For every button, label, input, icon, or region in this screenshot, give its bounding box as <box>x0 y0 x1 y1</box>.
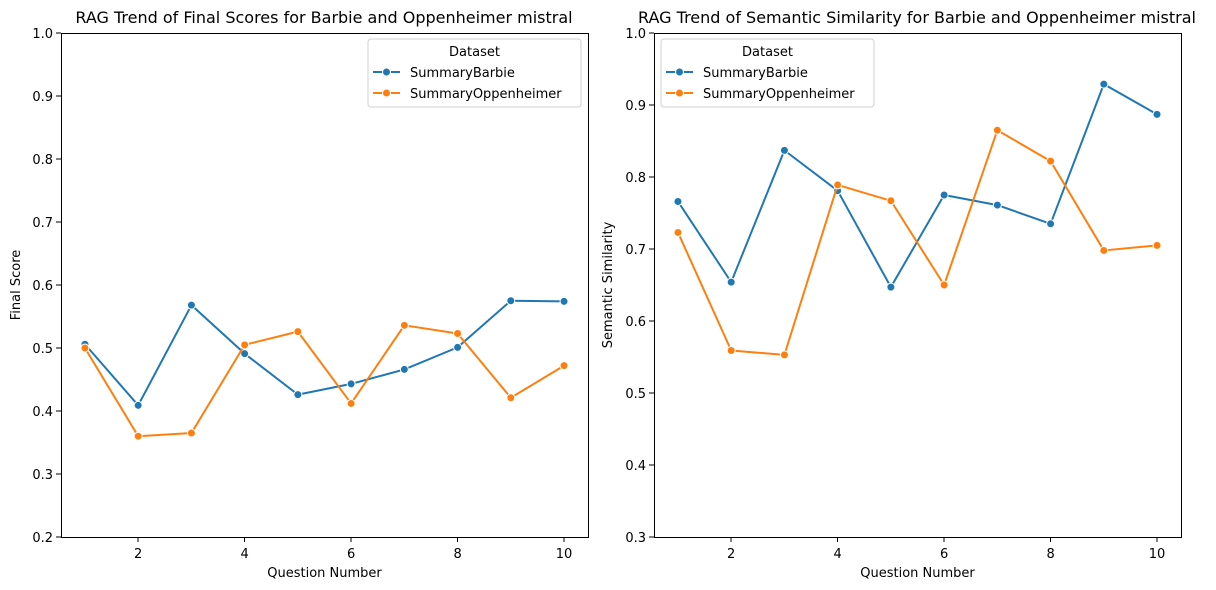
y-tick-label: 0.6 <box>32 279 53 294</box>
legend-marker-summaryoppenheimer <box>382 88 391 98</box>
legend-marker-summarybarbie <box>382 67 391 77</box>
x-tick-label: 6 <box>940 547 948 562</box>
y-tick-label: 0.3 <box>625 531 646 546</box>
legend-entry-summarybarbie: SummaryBarbie <box>703 66 808 81</box>
data-point-summarybarbie-5 <box>886 282 896 292</box>
plot-frame <box>654 33 1182 538</box>
y-tick-label: 0.6 <box>625 315 646 330</box>
x-tick-label: 6 <box>347 547 355 562</box>
series-line-summaryoppenheimer <box>677 129 1158 356</box>
y-tick-label: 0.7 <box>32 216 53 231</box>
data-point-summaryoppenheimer-9 <box>506 393 516 403</box>
data-point-summaryoppenheimer-4 <box>240 340 250 350</box>
data-point-summaryoppenheimer-3 <box>186 428 196 438</box>
x-tick-label: 8 <box>453 547 461 562</box>
x-tick-label: 2 <box>727 547 735 562</box>
data-point-summaryoppenheimer-8 <box>1046 156 1056 166</box>
legend-box <box>367 38 582 108</box>
data-point-summaryoppenheimer-8 <box>453 329 463 339</box>
data-point-summaryoppenheimer-4 <box>833 180 843 190</box>
final-score-chart: RAG Trend of Final Scores for Barbie and… <box>9 8 589 581</box>
y-axis-label: Semantic Similarity <box>601 221 616 348</box>
legend-title: Dataset <box>742 45 793 60</box>
data-point-summarybarbie-9 <box>506 296 516 306</box>
data-point-summarybarbie-7 <box>399 364 409 374</box>
semantic-similarity-chart: RAG Trend of Semantic Similarity for Bar… <box>601 8 1196 581</box>
data-point-summarybarbie-8 <box>1046 219 1056 229</box>
x-tick-label: 2 <box>134 547 142 562</box>
legend-marker-summarybarbie <box>675 67 684 77</box>
y-tick-label: 0.7 <box>625 243 646 258</box>
data-point-summaryoppenheimer-9 <box>1099 245 1109 255</box>
data-point-summarybarbie-7 <box>992 200 1002 210</box>
x-axis-label: Question Number <box>267 566 382 581</box>
data-point-summaryoppenheimer-7 <box>992 125 1002 135</box>
y-tick-label: 1.0 <box>625 27 646 42</box>
data-point-summarybarbie-2 <box>726 277 736 287</box>
data-point-summarybarbie-6 <box>346 379 356 389</box>
y-tick-label: 0.9 <box>625 99 646 114</box>
y-tick-label: 0.9 <box>32 90 53 105</box>
data-point-summarybarbie-10 <box>559 296 569 306</box>
data-point-summaryoppenheimer-6 <box>346 398 356 408</box>
y-tick-label: 0.8 <box>625 171 646 186</box>
data-point-summaryoppenheimer-3 <box>779 350 789 360</box>
x-tick-label: 10 <box>556 547 573 562</box>
chart-title: RAG Trend of Final Scores for Barbie and… <box>75 8 572 27</box>
y-tick-label: 0.8 <box>32 153 53 168</box>
data-point-summaryoppenheimer-1 <box>80 343 90 353</box>
data-point-summarybarbie-2 <box>133 400 143 410</box>
data-point-summaryoppenheimer-10 <box>559 361 569 371</box>
data-point-summarybarbie-1 <box>673 196 683 206</box>
data-point-summaryoppenheimer-2 <box>133 431 143 441</box>
legend-box <box>660 38 875 108</box>
y-axis-label: Final Score <box>9 250 24 321</box>
data-point-summarybarbie-3 <box>779 145 789 155</box>
chart-title: RAG Trend of Semantic Similarity for Bar… <box>638 8 1196 27</box>
x-tick-label: 4 <box>834 547 842 562</box>
data-point-summaryoppenheimer-5 <box>886 196 896 206</box>
y-tick-label: 0.2 <box>32 531 53 546</box>
data-point-summarybarbie-5 <box>293 390 303 400</box>
series-line-summarybarbie <box>677 83 1158 289</box>
x-axis-label: Question Number <box>860 566 975 581</box>
data-point-summarybarbie-4 <box>240 349 250 359</box>
data-point-summarybarbie-10 <box>1152 109 1162 119</box>
data-point-summaryoppenheimer-7 <box>399 320 409 330</box>
data-point-summaryoppenheimer-2 <box>726 346 736 356</box>
y-tick-label: 0.4 <box>625 459 646 474</box>
x-tick-label: 8 <box>1046 547 1054 562</box>
plot-frame <box>61 33 589 538</box>
data-point-summaryoppenheimer-1 <box>673 227 683 237</box>
legend-entry-summaryoppenheimer: SummaryOppenheimer <box>410 87 562 102</box>
series-line-summarybarbie <box>84 299 565 407</box>
data-point-summarybarbie-8 <box>453 342 463 352</box>
legend: Dataset SummaryBarbie SummaryOppenheimer <box>660 38 875 108</box>
data-point-summaryoppenheimer-10 <box>1152 240 1162 250</box>
data-point-summarybarbie-3 <box>186 300 196 310</box>
y-tick-label: 0.3 <box>32 468 53 483</box>
data-point-summaryoppenheimer-6 <box>939 280 949 290</box>
legend-entry-summarybarbie: SummaryBarbie <box>410 66 515 81</box>
data-point-summarybarbie-6 <box>939 190 949 200</box>
x-tick-label: 10 <box>1149 547 1166 562</box>
y-tick-label: 0.4 <box>32 405 53 420</box>
series-line-summaryoppenheimer <box>84 324 565 438</box>
legend-marker-summaryoppenheimer <box>675 88 684 98</box>
y-tick-label: 0.5 <box>625 387 646 402</box>
legend: Dataset SummaryBarbie SummaryOppenheimer <box>367 38 582 108</box>
legend-entry-summaryoppenheimer: SummaryOppenheimer <box>703 87 855 102</box>
data-point-summaryoppenheimer-5 <box>293 327 303 337</box>
y-tick-label: 0.5 <box>32 342 53 357</box>
x-tick-label: 4 <box>241 547 249 562</box>
y-tick-label: 1.0 <box>32 27 53 42</box>
data-point-summarybarbie-9 <box>1099 79 1109 89</box>
legend-title: Dataset <box>449 45 500 60</box>
